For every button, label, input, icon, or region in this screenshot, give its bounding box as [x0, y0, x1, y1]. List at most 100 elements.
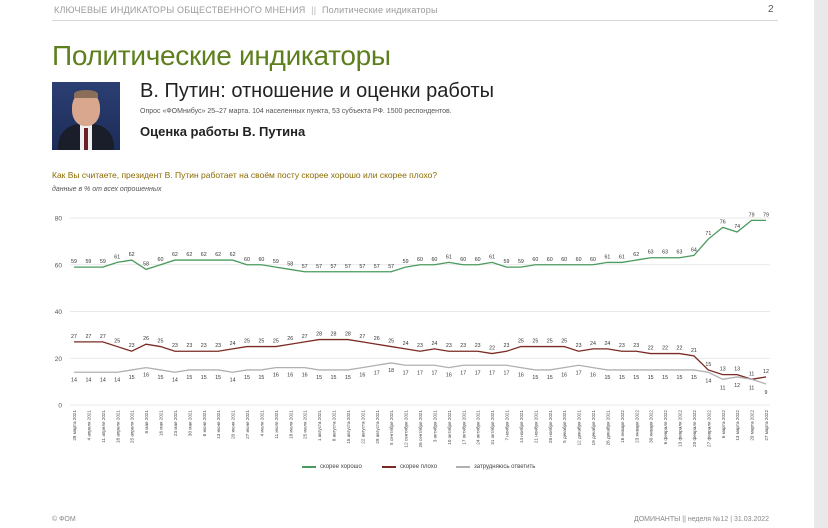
data-label: 60	[590, 257, 596, 263]
data-label: 15	[244, 375, 250, 381]
data-label: 63	[677, 250, 683, 256]
data-label: 76	[720, 219, 726, 225]
chart-heading: Оценка работы В. Путина	[140, 124, 306, 139]
data-label: 27	[71, 334, 77, 340]
data-label: 23	[633, 343, 639, 349]
page-number: 2	[768, 4, 774, 15]
data-label: 62	[129, 252, 135, 258]
legend-item-good: скорее хорошо	[302, 464, 362, 470]
x-tick-label: 28 марта 2021	[72, 410, 77, 441]
data-label: 61	[604, 254, 610, 260]
data-label: 64	[691, 247, 697, 253]
header-section: КЛЮЧЕВЫЕ ИНДИКАТОРЫ ОБЩЕСТВЕННОГО МНЕНИЯ	[54, 5, 306, 15]
data-label: 61	[619, 254, 625, 260]
data-label: 59	[71, 259, 77, 265]
data-label: 17	[374, 370, 380, 376]
legend-swatch-bad	[382, 466, 396, 468]
data-label: 15	[331, 375, 337, 381]
page-edge	[814, 0, 828, 528]
data-label: 57	[331, 264, 337, 270]
data-label: 26	[287, 336, 293, 342]
x-tick-label: 25 июля 2021	[303, 410, 308, 439]
header-separator: ||	[311, 5, 317, 15]
portrait-hair	[74, 90, 98, 98]
data-label: 23	[576, 343, 582, 349]
legend-item-unsure: затрудняюсь ответить	[456, 464, 535, 470]
data-label: 60	[244, 257, 250, 263]
data-label: 61	[446, 254, 452, 260]
data-label: 15	[677, 375, 683, 381]
x-tick-label: 14 ноября 2021	[519, 410, 524, 444]
data-label: 23	[619, 343, 625, 349]
data-label: 60	[561, 257, 567, 263]
x-tick-label: 13 июня 2021	[216, 410, 221, 439]
data-note: данные в % от всех опрошенных	[52, 186, 162, 193]
data-label: 17	[576, 370, 582, 376]
data-label: 14	[114, 377, 120, 383]
x-tick-label: 28 ноября 2021	[548, 410, 553, 444]
x-tick-label: 16 мая 2021	[159, 410, 164, 437]
x-tick-label: 6 февраля 2022	[663, 410, 668, 445]
x-tick-label: 27 марта 2022	[764, 410, 769, 441]
data-label: 60	[158, 257, 164, 263]
data-label: 25	[547, 339, 553, 345]
data-label: 12	[763, 369, 769, 375]
x-tick-label: 27 февраля 2022	[706, 410, 711, 447]
data-label: 17	[475, 370, 481, 376]
data-label: 16	[446, 373, 452, 379]
data-label: 14	[85, 377, 91, 383]
data-label: 27	[85, 334, 91, 340]
data-label: 59	[85, 259, 91, 265]
data-label: 62	[230, 252, 236, 258]
legend-swatch-good	[302, 466, 316, 468]
data-label: 60	[460, 257, 466, 263]
survey-question: Как Вы считаете, президент В. Путин рабо…	[52, 170, 438, 180]
y-tick-label: 20	[55, 356, 63, 363]
data-label: 62	[172, 252, 178, 258]
x-tick-label: 25 апреля 2021	[130, 410, 135, 443]
data-label: 16	[359, 373, 365, 379]
x-tick-label: 12 декабря 2021	[577, 410, 582, 446]
series-line-0	[74, 219, 766, 273]
data-label: 22	[662, 346, 668, 352]
data-label: 60	[475, 257, 481, 263]
x-tick-label: 7 ноября 2021	[505, 410, 510, 441]
data-label: 23	[446, 343, 452, 349]
page-title: Политические индикаторы	[52, 40, 391, 71]
x-tick-label: 30 мая 2021	[187, 410, 192, 437]
data-label: 57	[388, 264, 394, 270]
x-tick-label: 5 сентября 2021	[389, 410, 394, 445]
data-label: 79	[749, 212, 755, 218]
footer-copyright: © ФОМ	[52, 516, 76, 523]
portrait-tie	[84, 128, 88, 150]
x-tick-label: 20 июня 2021	[231, 410, 236, 439]
data-label: 24	[431, 341, 437, 347]
x-tick-label: 30 января 2022	[649, 410, 654, 443]
data-label: 15	[532, 375, 538, 381]
x-tick-label: 24 октября 2021	[476, 410, 481, 445]
data-label: 60	[431, 257, 437, 263]
data-label: 15	[258, 375, 264, 381]
data-label: 17	[431, 370, 437, 376]
data-label: 17	[417, 370, 423, 376]
data-label: 25	[388, 339, 394, 345]
data-label: 23	[215, 343, 221, 349]
data-label: 15	[619, 375, 625, 381]
x-tick-label: 20 февраля 2022	[692, 410, 697, 447]
data-label: 57	[374, 264, 380, 270]
data-label: 25	[532, 339, 538, 345]
data-label: 57	[302, 264, 308, 270]
series-line-1	[74, 338, 767, 380]
data-label: 23	[172, 343, 178, 349]
data-label: 27	[100, 334, 106, 340]
data-label: 16	[561, 373, 567, 379]
data-label: 59	[403, 259, 409, 265]
survey-note: Опрос «ФОМнибус» 25–27 марта. 104 населе…	[140, 108, 452, 115]
data-label: 11	[720, 385, 726, 391]
x-tick-label: 15 августа 2021	[346, 410, 351, 444]
x-tick-label: 1 августа 2021	[317, 410, 322, 442]
data-label: 17	[489, 370, 495, 376]
series-line-2	[74, 362, 767, 385]
data-label: 13	[720, 367, 726, 373]
data-label: 17	[403, 370, 409, 376]
